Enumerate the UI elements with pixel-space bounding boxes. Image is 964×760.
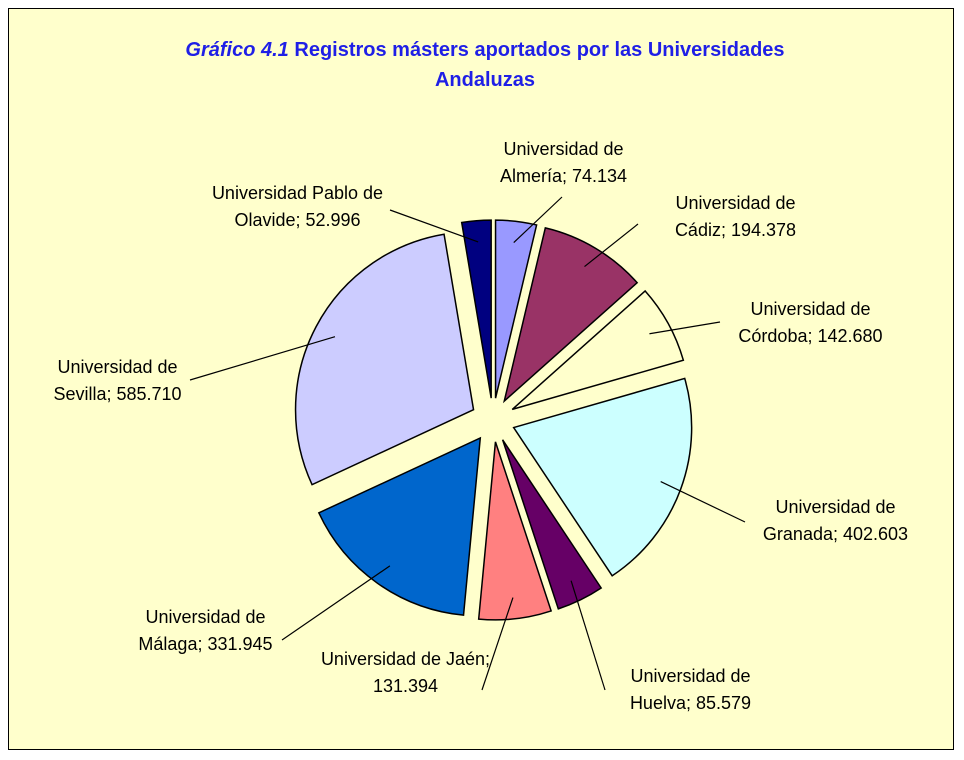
- label-category: Universidad de Huelva: [629, 666, 751, 713]
- pie-slice: [294, 233, 475, 486]
- label-category: Universidad Pablo de Olavide: [211, 183, 384, 230]
- data-label: Universidad de Córdoba; 142.680: [723, 296, 898, 350]
- data-label: Universidad de Málaga; 331.945: [118, 604, 293, 658]
- leader-line: [281, 565, 391, 641]
- pie-slice: [502, 227, 639, 404]
- label-category: Universidad de Granada: [762, 497, 896, 544]
- pie-slice: [512, 377, 693, 577]
- leader-line: [584, 223, 639, 268]
- pie-slice: [317, 436, 482, 616]
- label-value: 131.394: [372, 676, 439, 696]
- data-label: Universidad de Granada; 402.603: [748, 494, 923, 548]
- data-label: Universidad de Almería; 74.134: [476, 136, 651, 190]
- leader-line: [389, 209, 479, 243]
- label-separator: ;: [720, 220, 731, 240]
- label-value: 142.680: [817, 326, 883, 346]
- label-separator: ;: [106, 384, 117, 404]
- label-category: Universidad de Sevilla: [53, 357, 178, 404]
- label-separator: ;: [485, 649, 491, 669]
- chart-area: [8, 8, 954, 750]
- label-value: 402.603: [843, 524, 909, 544]
- chart-title: Gráfico 4.1 Registros másters aportados …: [140, 35, 830, 95]
- pie-slice: [501, 439, 603, 610]
- label-category: Universidad de Córdoba: [738, 299, 871, 346]
- title-number: Gráfico 4.1: [185, 39, 289, 61]
- data-label: Universidad de Sevilla; 585.710: [30, 354, 205, 408]
- pie-slice: [511, 289, 685, 411]
- label-category: Universidad de Jaén: [320, 649, 486, 669]
- leader-line: [513, 196, 563, 244]
- label-value: 85.579: [695, 693, 752, 713]
- label-value: 194.378: [730, 220, 797, 240]
- label-value: 52.996: [305, 210, 361, 230]
- label-value: 331.945: [207, 634, 273, 654]
- data-label: Universidad de Jaén; 131.394: [318, 646, 493, 700]
- leader-line: [189, 336, 336, 381]
- label-category: Universidad de Almería: [499, 139, 624, 186]
- pie-slice: [494, 219, 538, 399]
- label-separator: ;: [832, 524, 843, 544]
- label-category: Universidad de Málaga: [138, 607, 266, 654]
- label-separator: ;: [807, 326, 818, 346]
- label-value: 74.134: [571, 166, 628, 186]
- leader-line: [481, 597, 514, 691]
- label-category: Universidad de Cádiz: [674, 193, 796, 240]
- label-separator: ;: [295, 210, 306, 230]
- label-separator: ;: [685, 693, 696, 713]
- data-label: Universidad de Cádiz; 194.378: [648, 190, 823, 244]
- title-text: Registros másters aportados por las Univ…: [294, 39, 785, 91]
- data-label: Universidad de Huelva; 85.579: [603, 663, 778, 717]
- label-value: 585.710: [116, 384, 182, 404]
- pie-slice: [477, 441, 553, 621]
- pie-slice: [460, 219, 492, 399]
- leader-line: [649, 321, 721, 335]
- label-separator: ;: [561, 166, 572, 186]
- label-separator: ;: [197, 634, 208, 654]
- leader-line: [570, 580, 606, 691]
- leader-line: [660, 481, 746, 523]
- data-label: Universidad Pablo de Olavide; 52.996: [210, 180, 385, 234]
